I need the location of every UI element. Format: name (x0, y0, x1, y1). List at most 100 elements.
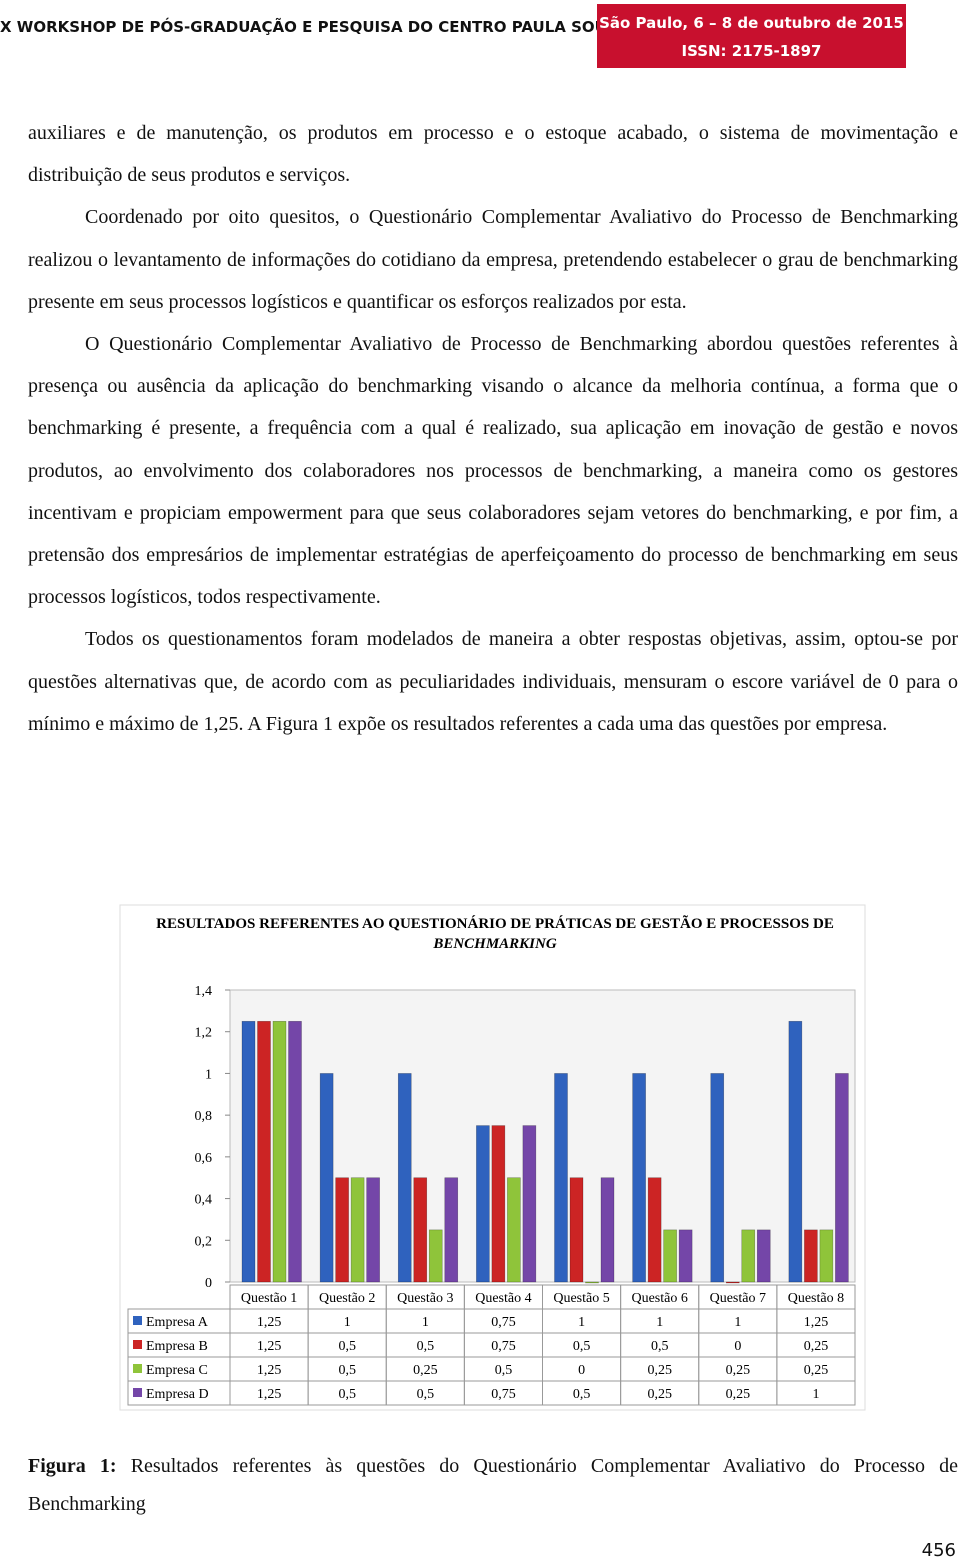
bar (788, 1020, 803, 1283)
bar (241, 1020, 256, 1283)
data-label: 0,25 (804, 1363, 829, 1378)
legend-label: Empresa D (146, 1387, 209, 1402)
header-box: São Paulo, 6 – 8 de outubro de 2015 ISSN… (597, 4, 906, 68)
bar (554, 1073, 568, 1283)
bar (428, 1229, 443, 1283)
header-issn: ISSN: 2175-1897 (681, 42, 822, 60)
data-label: 1,25 (257, 1363, 282, 1378)
x-tick-label: Questão 3 (397, 1291, 453, 1306)
y-tick-label: 1 (205, 1067, 212, 1082)
y-tick-label: 0,2 (195, 1234, 213, 1249)
data-label: 0,5 (651, 1339, 669, 1354)
table-cell (776, 1284, 856, 1406)
bar (678, 1229, 693, 1283)
bar (835, 1073, 849, 1283)
bar (819, 1229, 834, 1283)
data-label: 0,75 (491, 1315, 516, 1330)
x-tick-label: Questão 4 (475, 1291, 531, 1306)
body-text: auxiliares e de manutenção, os produtos … (28, 112, 958, 745)
data-label: 0,5 (417, 1339, 435, 1354)
bar (366, 1177, 380, 1283)
x-tick-label: Questão 7 (710, 1291, 766, 1306)
bar (272, 1020, 287, 1283)
paragraph: auxiliares e de manutenção, os produtos … (28, 122, 958, 187)
data-label: 0,5 (338, 1387, 356, 1402)
data-label: 1 (344, 1315, 351, 1330)
caption-label: Figura 1: (28, 1455, 117, 1477)
caption: Figura 1: Resultados referentes às quest… (28, 1447, 958, 1523)
y-tick-label: 0 (205, 1276, 212, 1291)
bar (507, 1177, 521, 1283)
data-label: 0,5 (417, 1387, 435, 1402)
data-label: 1 (422, 1315, 429, 1330)
x-tick-label: Questão 6 (631, 1291, 687, 1306)
y-tick-label: 1,4 (195, 984, 213, 999)
data-label: 0,5 (573, 1339, 591, 1354)
legend-swatch (133, 1316, 142, 1325)
bar (257, 1020, 271, 1283)
bar (756, 1229, 771, 1283)
chart: RESULTADOS REFERENTES AO QUESTIONÁRIO DE… (119, 904, 866, 1411)
bar (663, 1229, 677, 1283)
data-label: 0,25 (726, 1363, 751, 1378)
bar (491, 1125, 506, 1283)
data-label: 0,25 (413, 1363, 438, 1378)
bar (804, 1229, 818, 1283)
legend-label: Empresa B (146, 1339, 208, 1354)
legend-swatch (133, 1364, 142, 1373)
bar (319, 1073, 334, 1283)
paragraph: Todos os questionamentos foram modelados… (28, 628, 958, 735)
bar (725, 1281, 740, 1284)
paragraph: Coordenado por oito quesitos, o Question… (28, 206, 958, 313)
legend-label: Empresa C (146, 1363, 208, 1378)
caption-text: Resultados referentes às questões do Que… (28, 1455, 959, 1515)
data-label: 0,25 (647, 1363, 672, 1378)
data-label: 0,25 (647, 1387, 672, 1402)
data-label: 1 (734, 1315, 741, 1330)
bar (710, 1073, 725, 1283)
bar (476, 1125, 490, 1283)
bar (444, 1177, 459, 1283)
bar (335, 1177, 349, 1283)
data-label: 0,5 (495, 1363, 513, 1378)
data-label: 0,75 (491, 1339, 516, 1354)
data-label: 0 (734, 1339, 741, 1354)
bar (647, 1177, 662, 1283)
data-label: 0,5 (338, 1339, 356, 1354)
data-label: 1,25 (804, 1315, 829, 1330)
y-tick-label: 0,8 (195, 1109, 213, 1124)
paragraph: O Questionário Complementar Avaliativo d… (28, 333, 958, 609)
x-tick-label: Questão 1 (241, 1291, 297, 1306)
legend-swatch (133, 1340, 142, 1349)
bar (585, 1281, 599, 1284)
data-label: 0,25 (726, 1387, 751, 1402)
data-label: 1 (578, 1315, 585, 1330)
chart-title-italic: BENCHMARKING (432, 936, 557, 952)
y-tick-label: 1,2 (195, 1026, 213, 1041)
data-label: 0,5 (338, 1363, 356, 1378)
data-label: 1 (656, 1315, 663, 1330)
data-label: 1,25 (257, 1339, 282, 1354)
y-tick-label: 0,6 (195, 1151, 213, 1166)
data-label: 0 (578, 1363, 585, 1378)
data-label: 1,25 (257, 1387, 282, 1402)
data-label: 1 (812, 1387, 819, 1402)
bar (569, 1177, 584, 1283)
bar (522, 1125, 537, 1283)
bar (632, 1073, 646, 1283)
data-label: 0,25 (804, 1339, 829, 1354)
bar (350, 1177, 365, 1283)
bar (741, 1229, 756, 1283)
bar (600, 1177, 615, 1283)
header-title: X WORKSHOP DE PÓS-GRADUAÇÃO E PESQUISA D… (0, 18, 641, 36)
page-number: 456 (921, 1540, 956, 1561)
bar (413, 1177, 428, 1283)
x-tick-label: Questão 5 (553, 1291, 609, 1306)
chart-title: RESULTADOS REFERENTES AO QUESTIONÁRIO DE… (156, 914, 834, 932)
x-tick-label: Questão 8 (788, 1291, 844, 1306)
data-label: 1,25 (257, 1315, 282, 1330)
bar (397, 1073, 412, 1283)
data-label: 0,5 (573, 1387, 591, 1402)
y-tick-label: 0,4 (195, 1193, 213, 1208)
